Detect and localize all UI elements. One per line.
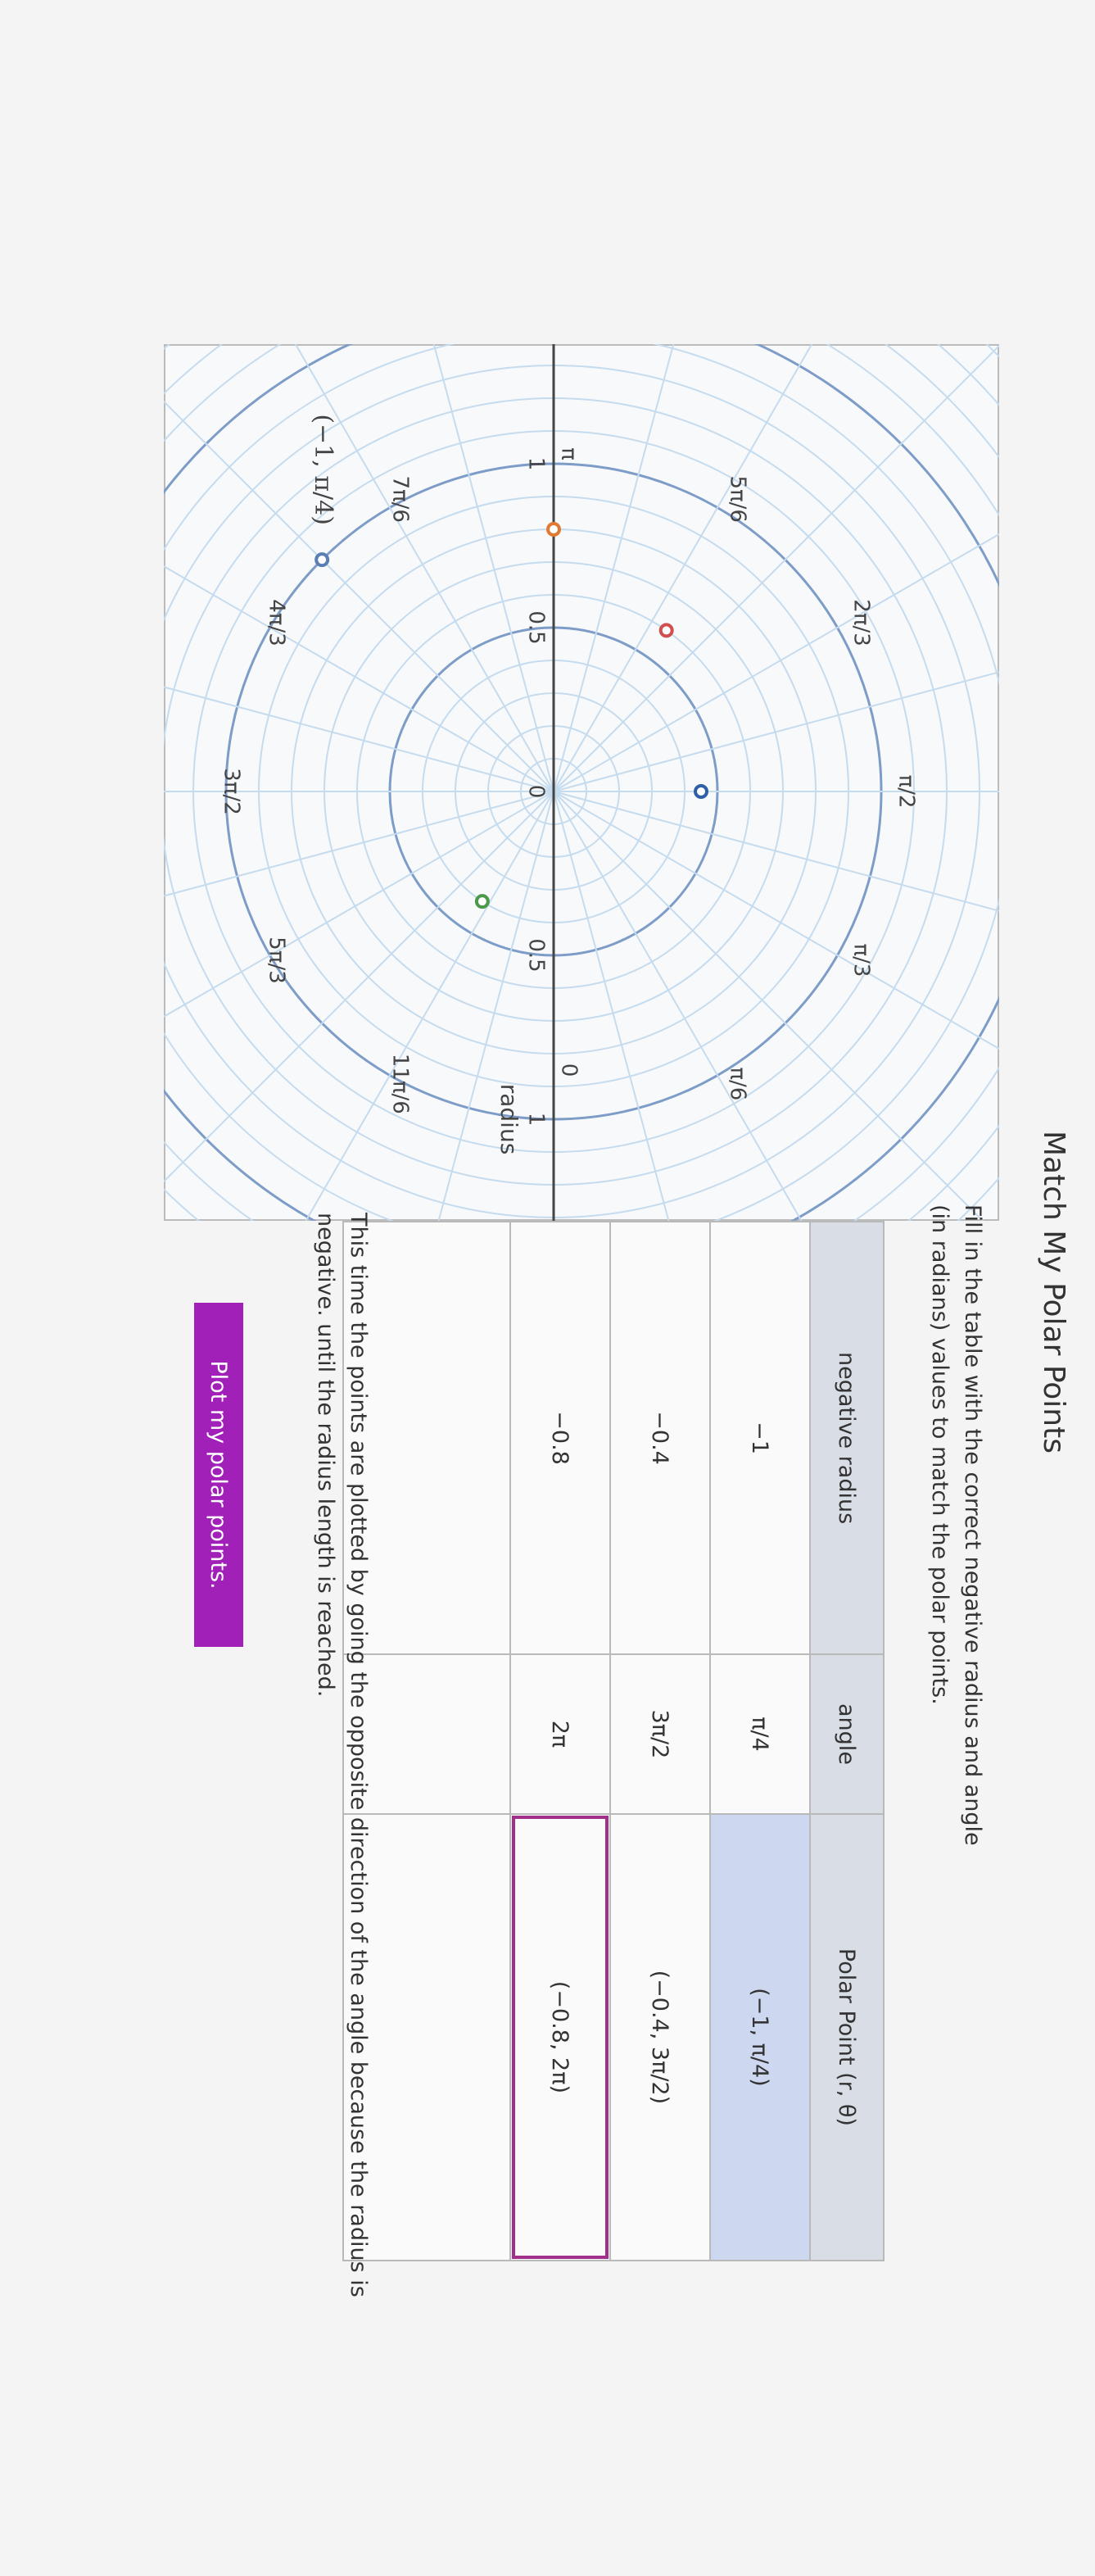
angle-label: 11π/6 xyxy=(388,1054,413,1114)
cell-input[interactable]: 2π xyxy=(510,1654,610,1814)
grid-ray xyxy=(553,791,999,1217)
polar-graph: 0 π/6 π/3 π/2 2π/3 5π/6 π 7π/6 4π/3 3π/2 5π/3 11π/6… xyxy=(164,344,999,1221)
cell-input[interactable]: 3π/2 xyxy=(610,1654,710,1814)
polar-point xyxy=(658,623,674,638)
radius-tick-label: 0 xyxy=(524,785,549,799)
header-row: negative radius angle Polar Point (r, θ) xyxy=(810,1222,884,2261)
angle-label: 4π/3 xyxy=(265,599,289,646)
grid-ray xyxy=(164,791,554,1221)
radius-tick-label: 0.5 xyxy=(524,610,549,644)
plot-button[interactable]: Plot my polar points. xyxy=(194,1303,243,1647)
grid-ray xyxy=(553,366,999,792)
grid-ray xyxy=(164,344,554,792)
grid-ray xyxy=(164,344,554,792)
cell-input[interactable]: π/4 xyxy=(710,1654,810,1814)
point-label: (−1, π/4) xyxy=(309,414,337,525)
angle-label: π/2 xyxy=(894,775,919,809)
grid-ray xyxy=(553,344,999,792)
grid-ray xyxy=(164,791,554,1221)
radius-tick-label: 1 xyxy=(524,457,549,471)
grid-ray xyxy=(553,344,999,792)
title: Match My Polar Points xyxy=(1037,1131,1070,1454)
row: −0.8 2π (−0.8, 2π) xyxy=(510,1222,610,2261)
cell-input[interactable]: −0.8 xyxy=(510,1222,610,1655)
radius-tick-label: 0.5 xyxy=(524,938,549,972)
angle-label: π/3 xyxy=(848,944,873,977)
graph-frame xyxy=(164,344,999,1221)
grid xyxy=(164,344,999,1221)
radius-label: radius xyxy=(495,1084,523,1155)
polar-point xyxy=(546,522,561,537)
explanation: This time the points are plotted by goin… xyxy=(313,1213,371,2297)
polar-point xyxy=(474,894,490,909)
row: −0.4 3π/2 (−0.4, 3π/2) xyxy=(610,1222,710,2261)
cell: (−0.4, 3π/2) xyxy=(610,1813,710,2261)
angle-label: π/6 xyxy=(726,1067,750,1100)
radius-tick-label: 1 xyxy=(524,1113,549,1127)
cell-input[interactable]: −0.4 xyxy=(610,1222,710,1655)
cell: (−0.8, 2π) xyxy=(510,1813,610,2261)
grid-ray xyxy=(553,791,999,1221)
grid-ray xyxy=(164,791,554,1221)
grid-ray xyxy=(553,791,999,1221)
polar-point xyxy=(314,552,330,568)
cell-input[interactable]: −1 xyxy=(710,1222,810,1655)
angle-label: 0 xyxy=(557,1064,581,1077)
grid-ray xyxy=(553,344,999,792)
grid-ray xyxy=(553,791,979,1221)
angle-label: 5π/6 xyxy=(726,475,750,523)
grid-ray xyxy=(164,366,554,792)
header: negative radius xyxy=(810,1222,884,1655)
angle-label: 7π/6 xyxy=(388,475,413,523)
grid-ray xyxy=(164,791,554,1221)
grid-ray xyxy=(553,791,999,1221)
row: −1 π/4 (−1, π/4) xyxy=(710,1222,810,2261)
instructions: Fill in the table with the correct negat… xyxy=(927,1204,985,1846)
grid-ray xyxy=(164,791,554,1217)
angle-label: 2π/3 xyxy=(848,599,873,646)
angle-label: 5π/3 xyxy=(265,937,289,984)
points-table: negative radius angle Polar Point (r, θ)… xyxy=(342,1221,885,2261)
cell: (−1, π/4) xyxy=(710,1813,810,2261)
header: Polar Point (r, θ) xyxy=(810,1813,884,2261)
grid-ray xyxy=(164,344,554,792)
polar-point xyxy=(694,784,708,799)
angle-label: 3π/2 xyxy=(219,768,244,815)
grid-ray xyxy=(553,344,979,792)
grid-ray xyxy=(164,344,554,792)
header: angle xyxy=(810,1654,884,1814)
angle-label: π xyxy=(557,447,581,460)
